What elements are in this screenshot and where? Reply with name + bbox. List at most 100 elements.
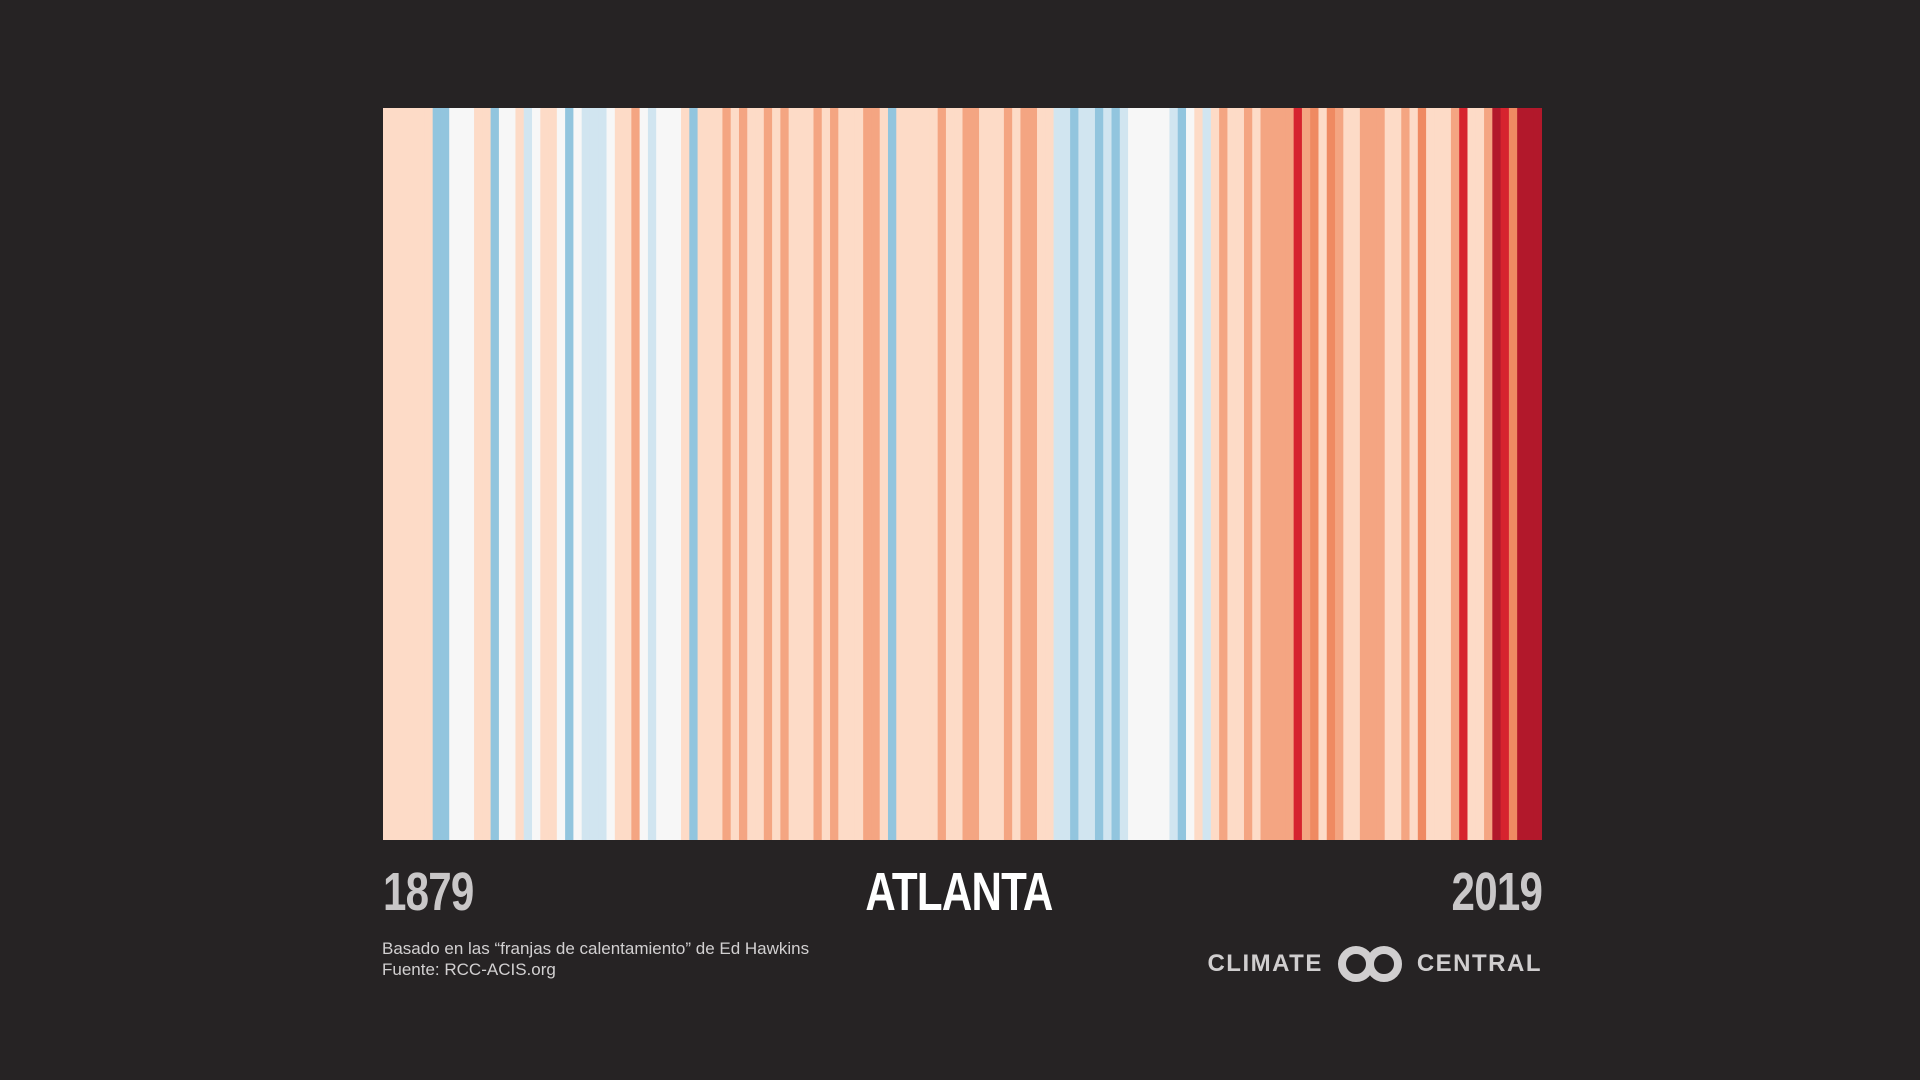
stripe-1957 — [1028, 108, 1038, 840]
stripe-1994 — [1335, 108, 1344, 840]
stripe-1935 — [846, 108, 856, 840]
stripe-2003 — [1409, 108, 1419, 840]
stripe-1988 — [1285, 108, 1295, 840]
brand-word-right: CENTRAL — [1416, 950, 1542, 977]
stripe-1908 — [623, 108, 632, 840]
stripe-1945 — [929, 108, 939, 840]
stripe-1931 — [813, 108, 823, 840]
credits-block: Basado en las “franjas de calentamiento”… — [382, 938, 809, 980]
stripe-1989 — [1293, 108, 1303, 840]
stripe-2010 — [1467, 108, 1477, 840]
stripe-1914 — [672, 108, 682, 840]
stripe-1963 — [1078, 108, 1088, 840]
stripe-2005 — [1426, 108, 1435, 840]
stripe-1977 — [1194, 108, 1204, 840]
stripe-1892 — [490, 108, 500, 840]
stripe-1978 — [1202, 108, 1212, 840]
stripe-1937 — [863, 108, 873, 840]
stripe-1907 — [614, 108, 624, 840]
stripe-1967 — [1111, 108, 1121, 840]
stripe-1880 — [391, 108, 401, 840]
stripe-1953 — [995, 108, 1005, 840]
city-title: ATLANTA — [865, 862, 1053, 922]
stripe-1882 — [407, 108, 417, 840]
stripe-1983 — [1243, 108, 1253, 840]
stripe-1954 — [1003, 108, 1013, 840]
stripe-1968 — [1119, 108, 1129, 840]
stripe-1984 — [1252, 108, 1262, 840]
stripe-1930 — [805, 108, 815, 840]
stripe-1901 — [565, 108, 575, 840]
stripe-1942 — [904, 108, 914, 840]
start-year-label: 1879 — [383, 862, 474, 922]
stripe-1881 — [399, 108, 409, 840]
stripe-1939 — [879, 108, 889, 840]
stripe-1926 — [772, 108, 781, 840]
stripe-2018 — [1533, 108, 1542, 840]
stripe-2016 — [1517, 108, 1527, 840]
stripe-1940 — [887, 108, 897, 840]
stripe-1918 — [705, 108, 715, 840]
stripe-1987 — [1277, 108, 1286, 840]
stripe-2012 — [1484, 108, 1493, 840]
warming-stripes-chart — [383, 108, 1542, 840]
stripe-1944 — [921, 108, 930, 840]
stripe-1915 — [681, 108, 690, 840]
stripe-2014 — [1500, 108, 1510, 840]
stripe-1998 — [1368, 108, 1378, 840]
stripe-2004 — [1417, 108, 1427, 840]
stripe-2007 — [1442, 108, 1452, 840]
stripe-1991 — [1310, 108, 1320, 840]
stripe-1949 — [962, 108, 972, 840]
stripe-1969 — [1128, 108, 1137, 840]
stripe-1961 — [1061, 108, 1071, 840]
stripe-1971 — [1144, 108, 1154, 840]
brand-word-left: CLIMATE — [1207, 950, 1323, 977]
stripe-1898 — [540, 108, 550, 840]
stripe-1985 — [1260, 108, 1270, 840]
stripe-1964 — [1086, 108, 1096, 840]
stripe-1986 — [1268, 108, 1278, 840]
stripe-1924 — [755, 108, 765, 840]
stripe-1925 — [763, 108, 773, 840]
stripe-1973 — [1161, 108, 1171, 840]
stripe-1923 — [747, 108, 757, 840]
stripe-1999 — [1376, 108, 1386, 840]
stripe-1909 — [631, 108, 641, 840]
stripe-1902 — [573, 108, 583, 840]
stripe-1889 — [465, 108, 475, 840]
stripe-1910 — [639, 108, 649, 840]
stripe-1894 — [507, 108, 517, 840]
stripe-1932 — [821, 108, 831, 840]
stripe-1904 — [589, 108, 599, 840]
stripe-1959 — [1045, 108, 1055, 840]
stripe-1941 — [896, 108, 906, 840]
stripe-1888 — [457, 108, 467, 840]
stripe-1905 — [598, 108, 608, 840]
stripe-1887 — [449, 108, 459, 840]
stripe-2001 — [1392, 108, 1402, 840]
stripe-1897 — [532, 108, 541, 840]
stripe-1980 — [1219, 108, 1229, 840]
stripe-1981 — [1227, 108, 1237, 840]
credit-attribution: Basado en las “franjas de calentamiento”… — [382, 939, 810, 958]
stripe-1956 — [1020, 108, 1030, 840]
stripe-1965 — [1094, 108, 1104, 840]
stripe-1966 — [1103, 108, 1113, 840]
stripe-1913 — [664, 108, 674, 840]
stripe-1946 — [937, 108, 947, 840]
stripe-1955 — [1012, 108, 1022, 840]
climate-central-rings-icon — [1337, 946, 1402, 982]
stripe-1929 — [796, 108, 806, 840]
stripe-1976 — [1186, 108, 1195, 840]
stripe-2009 — [1459, 108, 1469, 840]
stripe-1948 — [954, 108, 964, 840]
stripe-1927 — [780, 108, 790, 840]
stripe-1938 — [871, 108, 881, 840]
stripe-1993 — [1326, 108, 1336, 840]
stripe-2006 — [1434, 108, 1444, 840]
stripe-1960 — [1053, 108, 1063, 840]
stripe-1903 — [581, 108, 591, 840]
stripe-1951 — [979, 108, 988, 840]
